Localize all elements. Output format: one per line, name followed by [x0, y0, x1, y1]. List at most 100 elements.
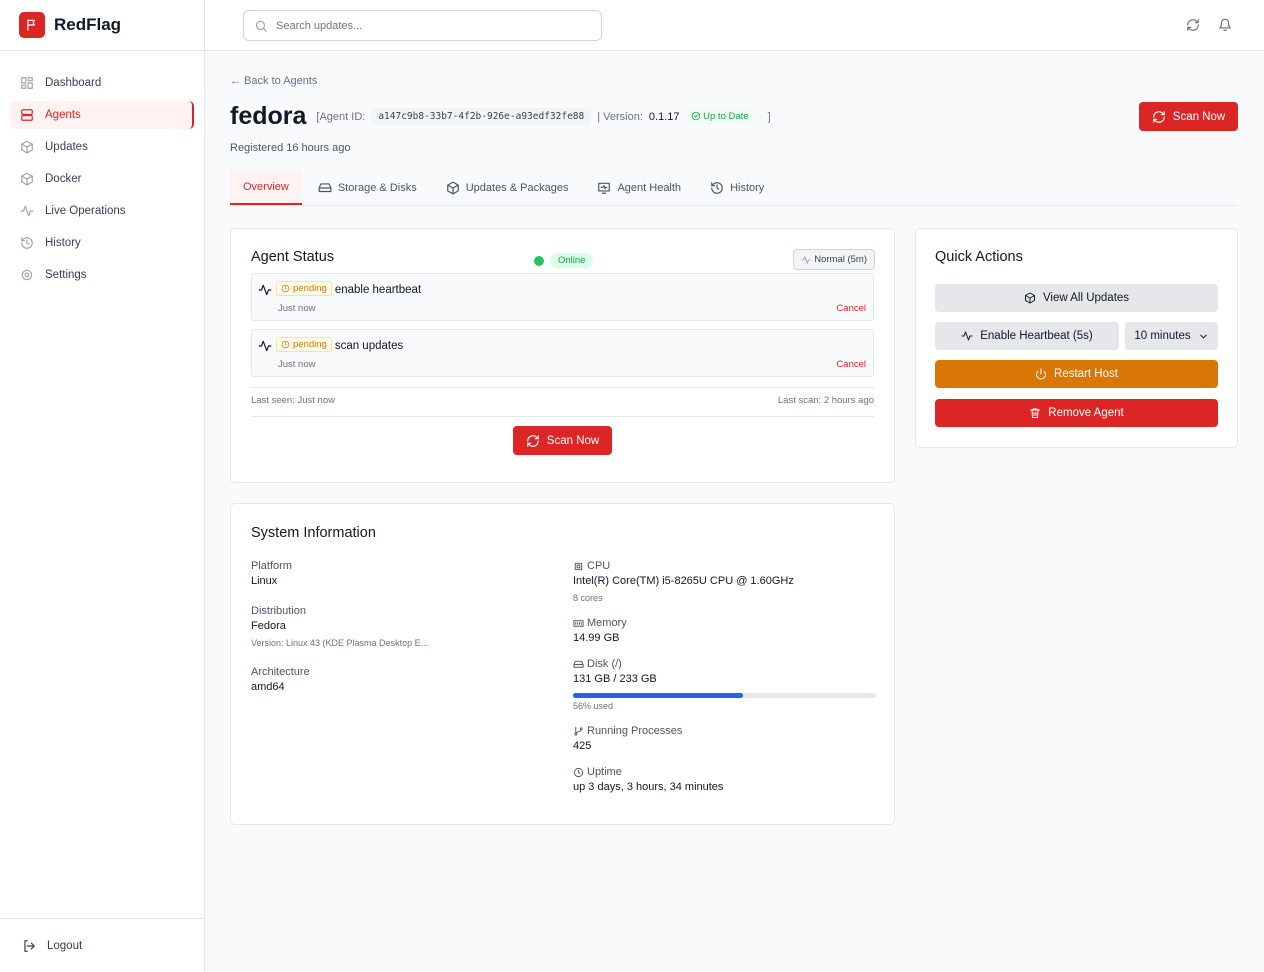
cpu-icon: [574, 562, 583, 570]
search-icon: [255, 20, 267, 32]
tab-label: Storage & Disks: [337, 182, 417, 194]
button-label: View All Updates: [1042, 292, 1130, 304]
heartbeat-label: Normal (5m): [814, 254, 867, 265]
tab-label: Overview: [243, 181, 289, 193]
online-indicator: Online: [534, 253, 594, 268]
tab-agent-health[interactable]: Agent Health: [584, 171, 694, 205]
remove-agent-button[interactable]: Remove Agent: [935, 399, 1218, 427]
scan-now-label: Scan Now: [546, 434, 600, 447]
platform-value: Linux: [251, 575, 278, 587]
server-icon: [21, 109, 33, 121]
search-box: [243, 10, 602, 41]
arch-label: Architecture: [251, 666, 310, 678]
version-value: 0.1.17: [648, 110, 680, 123]
sidebar-item-label: Live Operations: [45, 205, 126, 217]
distribution-value: Fedora: [251, 620, 286, 632]
command-item: pending enable heartbeat Just now Cancel: [251, 273, 874, 321]
tab-updates-packages[interactable]: Updates & Packages: [433, 171, 582, 205]
distribution-version: Version: Linux 43 (KDE Plasma Desktop E.…: [251, 638, 429, 648]
sidebar-item-agents[interactable]: Agents: [10, 101, 194, 129]
status-dot: [534, 255, 544, 266]
card-title: System Information: [251, 525, 376, 541]
button-label: Restart Host: [1054, 368, 1118, 380]
app-name: RedFlag: [54, 15, 122, 34]
search-input[interactable]: [276, 19, 601, 32]
memory-label: Memory: [587, 617, 627, 629]
clock-icon: [281, 340, 290, 349]
button-label: Enable Heartbeat (5s): [980, 330, 1093, 342]
system-info-left: Platform Linux Distribution Fedora Version:…: [251, 560, 428, 711]
last-seen: Last seen: Just now: [251, 395, 335, 406]
refresh-icon: [526, 434, 539, 447]
activity-icon: [801, 255, 811, 264]
sidebar-item-history[interactable]: History: [10, 229, 194, 257]
heartbeat-duration-select[interactable]: 10 minutes: [1125, 322, 1218, 350]
disk-value: 131 GB / 233 GB: [573, 673, 657, 685]
sidebar-item-live-operations[interactable]: Live Operations: [10, 197, 194, 225]
package-icon: [446, 181, 459, 195]
memory-value: 14.99 GB: [573, 632, 620, 644]
top-header: [205, 0, 1264, 51]
sidebar-item-label: Agents: [45, 109, 81, 121]
cancel-button[interactable]: Cancel: [836, 303, 866, 314]
command-name: scan updates: [334, 340, 404, 352]
tab-label: History: [730, 182, 765, 194]
chevron-down-icon: [1199, 334, 1207, 338]
duration-value: 10 minutes: [1134, 330, 1191, 342]
cancel-button[interactable]: Cancel: [836, 359, 866, 370]
tab-storage-disks[interactable]: Storage & Disks: [305, 171, 430, 205]
gear-icon: [21, 269, 33, 281]
enable-heartbeat-button[interactable]: Enable Heartbeat (5s): [935, 322, 1119, 350]
pending-badge: pending: [276, 281, 332, 296]
sidebar-item-label: Settings: [45, 269, 87, 281]
restart-host-button[interactable]: Restart Host: [935, 360, 1218, 388]
cpu-label: CPU: [587, 560, 611, 572]
bell-icon[interactable]: [1218, 18, 1232, 32]
last-seen-row: Last seen: Just now Last scan: 2 hours ag…: [251, 387, 874, 417]
hard-drive-icon: [573, 660, 584, 668]
card-title: Agent Status: [251, 249, 335, 265]
tab-history[interactable]: History: [697, 171, 777, 205]
activity-icon: [258, 340, 272, 352]
package-icon: [21, 140, 33, 154]
sidebar-item-settings[interactable]: Settings: [10, 261, 194, 289]
sidebar-item-updates[interactable]: Updates: [10, 133, 194, 161]
command-name: enable heartbeat: [334, 284, 422, 296]
logout-button[interactable]: Logout: [0, 918, 204, 972]
refresh-icon[interactable]: [1186, 18, 1200, 32]
status-badge: Online: [550, 253, 594, 268]
view-all-updates-button[interactable]: View All Updates: [935, 284, 1218, 312]
sidebar-item-label: Dashboard: [45, 77, 102, 89]
history-icon: [711, 182, 723, 194]
package-icon: [1024, 292, 1035, 304]
check-circle-icon: [691, 112, 700, 121]
platform-label: Platform: [251, 560, 292, 572]
box-icon: [21, 172, 33, 186]
disk-used: 56% used: [573, 701, 614, 711]
processes-value: 425: [573, 740, 592, 752]
heartbeat-mode-button[interactable]: Normal (5m): [793, 249, 875, 270]
version-label: | Version:: [597, 110, 643, 123]
agent-meta: [Agent ID: a147c9b8-33b7-4f2b-926e-a93ed…: [316, 108, 771, 125]
activity-icon: [258, 284, 272, 296]
flag-logo-icon: [19, 12, 45, 38]
command-item: pending scan updates Just now Cancel: [251, 329, 874, 377]
brand: RedFlag: [0, 0, 204, 51]
agent-status-card: Agent Status Online Normal (5m) pending e…: [230, 228, 895, 483]
disk-usage-bar: [573, 693, 876, 698]
system-info-right: CPU Intel(R) Core(TM) i5-8265U CPU @ 1.60…: [573, 560, 876, 811]
distribution-label: Distribution: [251, 605, 307, 617]
scan-now-button[interactable]: Scan Now: [513, 426, 612, 455]
sidebar-item-dashboard[interactable]: Dashboard: [10, 69, 194, 97]
back-to-agents-link[interactable]: ← Back to Agents: [230, 75, 318, 87]
history-icon: [21, 237, 33, 249]
logout-label: Logout: [47, 939, 83, 952]
pending-badge: pending: [276, 337, 332, 352]
agent-tabs: Overview Storage & Disks Updates & Packa…: [230, 171, 1238, 206]
scan-now-label: Scan Now: [1172, 110, 1226, 123]
sidebar-item-docker[interactable]: Docker: [10, 165, 194, 193]
meta-bracket: ]: [767, 110, 771, 123]
registered-time: Registered 16 hours ago: [230, 142, 351, 154]
scan-now-button[interactable]: Scan Now: [1139, 102, 1238, 131]
tab-overview[interactable]: Overview: [230, 171, 302, 205]
